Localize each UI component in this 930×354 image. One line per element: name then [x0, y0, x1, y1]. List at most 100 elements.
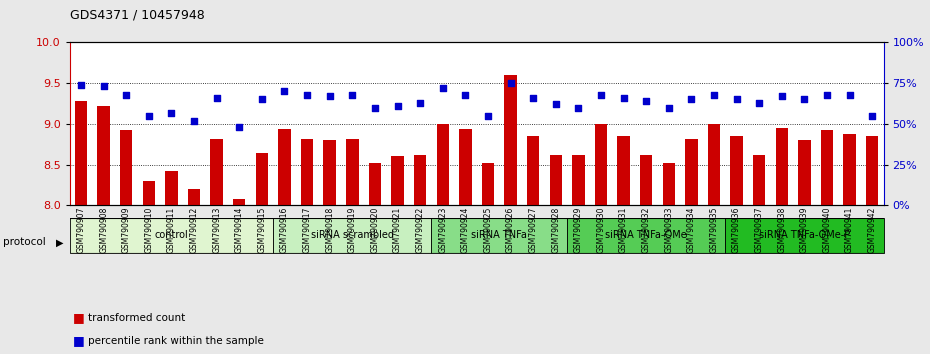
Text: GSM790920: GSM790920	[370, 207, 379, 253]
Point	[661, 105, 676, 110]
Text: ▶: ▶	[56, 238, 63, 247]
Bar	[324, 140, 336, 205]
Text: GSM790935: GSM790935	[710, 207, 719, 253]
Bar	[753, 155, 765, 205]
Bar	[594, 124, 607, 205]
Point	[435, 85, 450, 91]
Text: control: control	[154, 230, 189, 240]
Point	[549, 102, 564, 107]
Text: ■: ■	[73, 335, 85, 348]
Bar	[98, 106, 110, 205]
Text: GSM790919: GSM790919	[348, 207, 357, 253]
Text: GSM790938: GSM790938	[777, 207, 786, 253]
Point	[593, 92, 608, 97]
Point	[639, 98, 654, 104]
Text: GSM790918: GSM790918	[326, 207, 334, 253]
Text: GSM790910: GSM790910	[144, 207, 153, 253]
Text: GSM790927: GSM790927	[528, 207, 538, 253]
FancyBboxPatch shape	[432, 218, 567, 253]
Bar	[821, 130, 833, 205]
Text: GSM790917: GSM790917	[302, 207, 312, 253]
Point	[458, 92, 472, 97]
Bar	[278, 129, 291, 205]
FancyBboxPatch shape	[567, 218, 725, 253]
Point	[96, 84, 111, 89]
Point	[819, 92, 834, 97]
Text: GSM790937: GSM790937	[754, 207, 764, 253]
Bar	[120, 130, 132, 205]
Text: GSM790934: GSM790934	[687, 207, 696, 253]
Bar	[346, 138, 359, 205]
Bar	[730, 136, 743, 205]
Text: GSM790914: GSM790914	[234, 207, 244, 253]
Point	[187, 118, 202, 124]
Point	[164, 110, 179, 115]
Text: GDS4371 / 10457948: GDS4371 / 10457948	[70, 9, 205, 22]
Text: GSM790936: GSM790936	[732, 207, 741, 253]
Bar	[166, 171, 178, 205]
Bar	[436, 124, 449, 205]
Bar	[414, 155, 426, 205]
Point	[797, 97, 812, 102]
Point	[209, 95, 224, 101]
Point	[232, 124, 246, 130]
Text: GSM790928: GSM790928	[551, 207, 560, 253]
Bar	[708, 124, 720, 205]
Point	[413, 100, 428, 105]
Text: protocol: protocol	[3, 238, 46, 247]
Bar	[504, 75, 517, 205]
FancyBboxPatch shape	[70, 218, 273, 253]
Point	[616, 95, 631, 101]
Bar	[550, 155, 562, 205]
Text: GSM790939: GSM790939	[800, 207, 809, 253]
Text: ■: ■	[73, 312, 85, 325]
Bar	[572, 155, 585, 205]
Text: GSM790941: GSM790941	[845, 207, 854, 253]
Text: GSM790929: GSM790929	[574, 207, 583, 253]
Bar	[640, 155, 652, 205]
Bar	[188, 189, 200, 205]
Bar	[798, 140, 811, 205]
Point	[141, 113, 156, 119]
Point	[707, 92, 722, 97]
Point	[481, 113, 496, 119]
Point	[751, 100, 766, 105]
Bar	[866, 136, 879, 205]
Bar	[142, 181, 155, 205]
Point	[865, 113, 880, 119]
Bar	[392, 156, 404, 205]
Bar	[210, 138, 223, 205]
Text: GSM790916: GSM790916	[280, 207, 289, 253]
Text: siRNA TNFa: siRNA TNFa	[472, 230, 527, 240]
Bar	[301, 138, 313, 205]
Text: percentile rank within the sample: percentile rank within the sample	[88, 336, 264, 346]
Text: GSM790940: GSM790940	[822, 207, 831, 253]
Text: GSM790912: GSM790912	[190, 207, 199, 253]
Text: GSM790942: GSM790942	[868, 207, 877, 253]
Text: GSM790922: GSM790922	[416, 207, 425, 253]
Point	[729, 97, 744, 102]
Text: GSM790925: GSM790925	[484, 207, 492, 253]
Text: siRNA TNFa-OMe: siRNA TNFa-OMe	[605, 230, 687, 240]
Text: GSM790923: GSM790923	[438, 207, 447, 253]
Text: transformed count: transformed count	[88, 313, 186, 323]
Text: siRNA scrambled: siRNA scrambled	[311, 230, 393, 240]
Text: GSM790915: GSM790915	[258, 207, 266, 253]
Text: GSM790931: GSM790931	[619, 207, 628, 253]
Point	[119, 92, 134, 97]
Bar	[482, 163, 494, 205]
Point	[277, 88, 292, 94]
FancyBboxPatch shape	[725, 218, 883, 253]
Bar	[685, 138, 698, 205]
Point	[684, 97, 698, 102]
Text: GSM790908: GSM790908	[100, 207, 108, 253]
Text: GSM790911: GSM790911	[167, 207, 176, 253]
Text: GSM790932: GSM790932	[642, 207, 651, 253]
Point	[255, 97, 270, 102]
Point	[571, 105, 586, 110]
Text: GSM790909: GSM790909	[122, 207, 131, 253]
Text: siRNA TNFa-OMe-P: siRNA TNFa-OMe-P	[759, 230, 850, 240]
Bar	[459, 129, 472, 205]
Bar	[844, 134, 856, 205]
Bar	[233, 199, 246, 205]
